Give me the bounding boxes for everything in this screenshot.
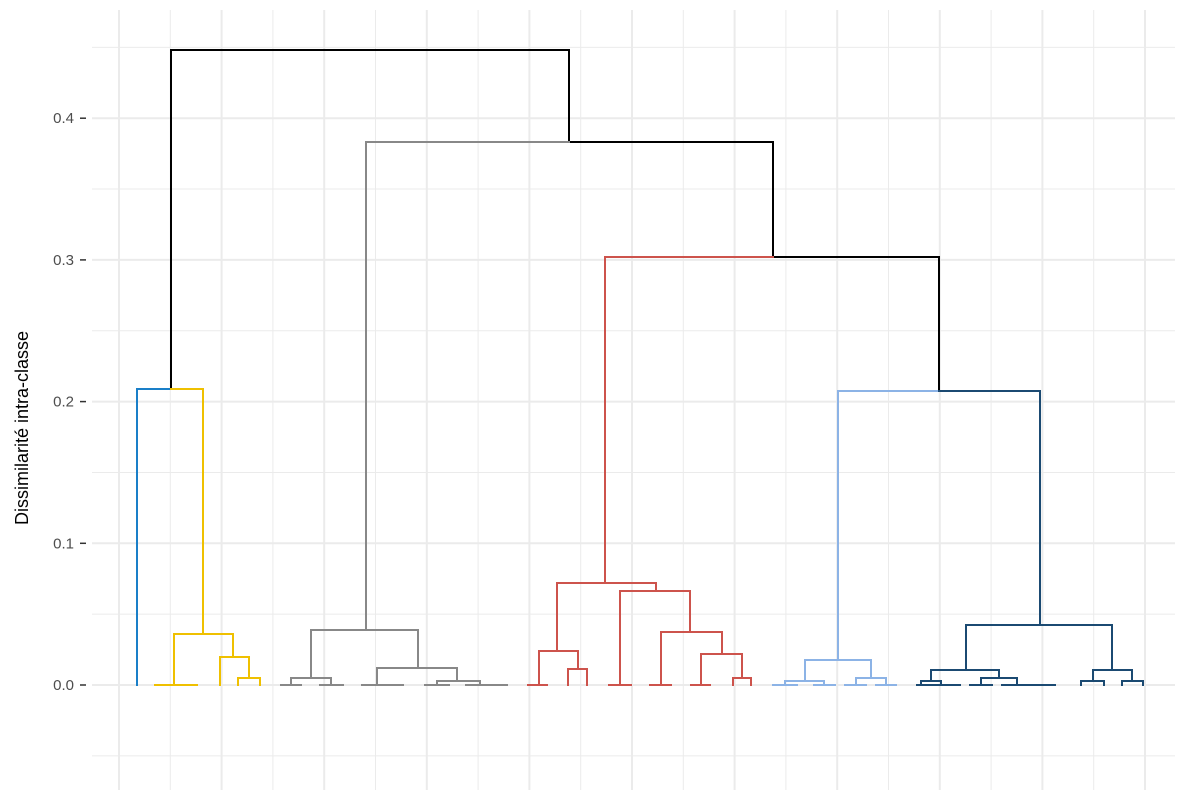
- y-axis-title: Dissimilarité intra-classe: [12, 331, 32, 525]
- y-axis: 0.0 0.1 0.2 0.3 0.4: [53, 110, 86, 694]
- y-tick-label: 0.3: [53, 252, 74, 269]
- plot-background: [92, 10, 1175, 790]
- grid: [92, 10, 1175, 790]
- y-tick-label: 0.1: [53, 535, 74, 552]
- y-tick-label: 0.2: [53, 394, 74, 411]
- y-tick-label: 0.4: [53, 110, 74, 127]
- dendrogram-links: [136, 49, 1144, 686]
- y-tick-label: 0.0: [53, 677, 74, 694]
